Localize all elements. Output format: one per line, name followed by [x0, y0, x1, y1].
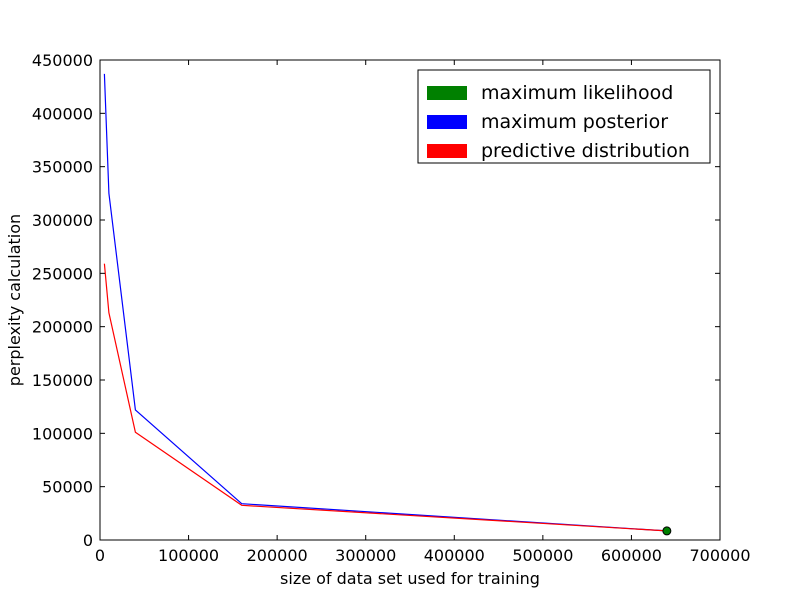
series-line-maximum-posterior: [103, 73, 667, 532]
x-tick-label: 100000: [158, 546, 219, 565]
legend-swatch: [427, 115, 467, 129]
y-tick-label: 400000: [32, 104, 93, 123]
legend: maximum likelihood maximum posterior predi…: [417, 69, 711, 164]
x-tick-label: 300000: [335, 546, 396, 565]
y-tick-label: 100000: [32, 424, 93, 443]
y-tick-label: 450000: [32, 51, 93, 70]
legend-label: predictive distribution: [481, 140, 690, 162]
plot-area: [103, 73, 672, 536]
y-axis-label: perplexity calculation: [5, 214, 24, 386]
x-tick-label: 600000: [601, 546, 662, 565]
legend-label: maximum posterior: [481, 111, 668, 133]
y-tick-label: 50000: [42, 478, 93, 497]
y-tick-label: 150000: [32, 371, 93, 390]
y-tick-label: 200000: [32, 318, 93, 337]
plot-frame: [99, 59, 721, 541]
series-point-maximum-likelihood: [662, 526, 672, 536]
x-tick-label: 400000: [424, 546, 485, 565]
axis-ticks: 0 100000 200000 300000 400000 500000 600000 700…: [32, 51, 751, 565]
x-tick-label: 700000: [689, 546, 750, 565]
x-tick-label: 0: [95, 546, 105, 565]
x-tick-label: 500000: [512, 546, 573, 565]
y-tick-label: 0: [83, 531, 93, 550]
x-tick-label: 200000: [247, 546, 308, 565]
legend-swatch: [427, 144, 467, 158]
y-tick-label: 250000: [32, 264, 93, 283]
legend-label: maximum likelihood: [481, 82, 673, 104]
x-axis-label: size of data set used for training: [280, 569, 540, 588]
y-tick-label: 300000: [32, 211, 93, 230]
series-line-predictive-distribution: [103, 263, 667, 532]
y-tick-label: 350000: [32, 158, 93, 177]
legend-swatch: [427, 86, 467, 100]
